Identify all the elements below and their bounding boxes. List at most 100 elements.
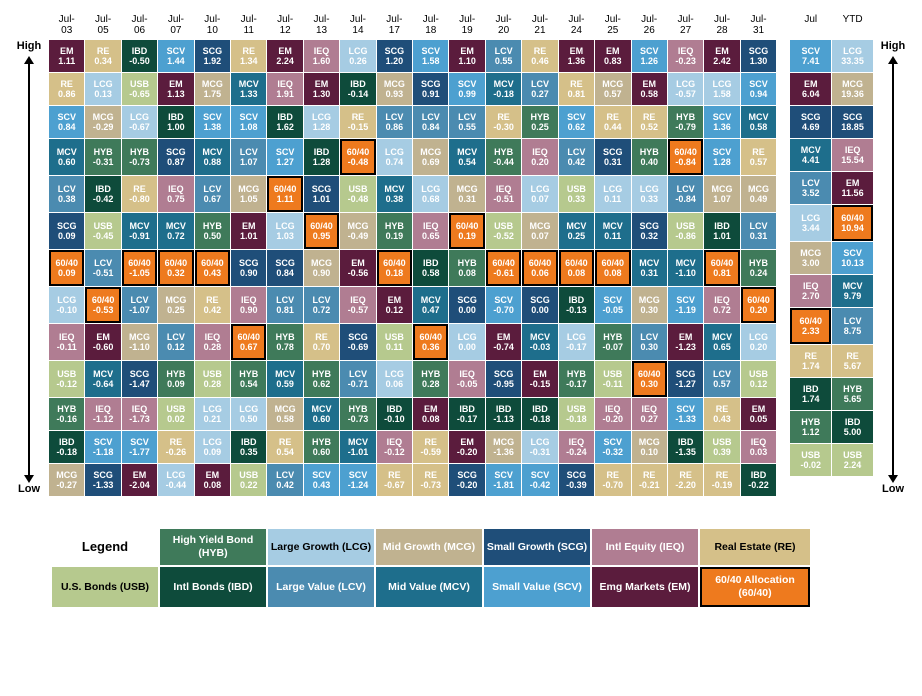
cell-MCV: MCV-1.10 xyxy=(668,250,703,286)
cell-RE: RE-0.19 xyxy=(704,464,739,496)
cell-RE: RE-2.20 xyxy=(668,464,703,496)
cell-MCG: MCG-1.10 xyxy=(122,324,157,360)
cell-EM: EM0.08 xyxy=(195,464,230,496)
cell-USB: USB2.24 xyxy=(832,444,873,476)
cell-MCV: MCV-0.64 xyxy=(85,361,120,397)
cell-MCV: MCV-1.01 xyxy=(340,431,375,463)
cell-MCG: MCG1.75 xyxy=(195,73,230,105)
cell-LCG: LCG-0.57 xyxy=(668,73,703,105)
cell-SCV: SCV0.62 xyxy=(559,106,594,138)
cell-EM: EM1.10 xyxy=(449,40,484,72)
cell-SCV: SCV7.41 xyxy=(790,40,831,72)
cell-IEQ: IEQ0.27 xyxy=(632,398,667,430)
legend-swatch-RE: Real Estate (RE) xyxy=(700,529,810,565)
cell-MCG: MCG0.30 xyxy=(632,287,667,323)
cell-IEQ: IEQ0.72 xyxy=(704,287,739,323)
cell-MCV: MCV-0.18 xyxy=(486,73,521,105)
cell-6040: 60/400.67 xyxy=(231,324,266,360)
cell-EM: EM-1.23 xyxy=(668,324,703,360)
legend-swatch-HYB: High Yield Bond (HYB) xyxy=(160,529,266,565)
legend-swatch-LCG: Large Growth (LCG) xyxy=(268,529,374,565)
cell-LCV: LCV0.42 xyxy=(559,139,594,175)
cell-RE: RE0.43 xyxy=(704,398,739,430)
cell-MCV: MCV0.11 xyxy=(595,213,630,249)
label-low-right: Low xyxy=(874,483,912,495)
cell-IBD: IBD-0.50 xyxy=(122,40,157,72)
cell-MCV: MCV0.38 xyxy=(377,176,412,212)
cell-SCG: SCG-1.27 xyxy=(668,361,703,397)
col-header: Jul-18 xyxy=(413,11,448,39)
cell-EM: EM0.08 xyxy=(413,398,448,430)
cell-RE: RE-0.26 xyxy=(158,431,193,463)
cell-MCG: MCG0.58 xyxy=(267,398,302,430)
cell-HYB: HYB0.60 xyxy=(304,431,339,463)
cell-HYB: HYB5.65 xyxy=(832,378,873,410)
cell-MCG: MCG1.05 xyxy=(231,176,266,212)
cell-MCV: MCV0.65 xyxy=(704,324,739,360)
cell-6040: 60/400.08 xyxy=(559,250,594,286)
cell-LCG: LCG0.74 xyxy=(377,139,412,175)
cell-LCG: LCG3.44 xyxy=(790,205,831,241)
col-header: Jul-14 xyxy=(340,11,375,39)
cell-LCG: LCG0.07 xyxy=(522,176,557,212)
cell-LCG: LCG0.33 xyxy=(632,176,667,212)
cell-HYB: HYB0.19 xyxy=(377,213,412,249)
col-header: Jul-24 xyxy=(559,11,594,39)
cell-SCV: SCV-1.24 xyxy=(340,464,375,496)
cell-LCV: LCV0.31 xyxy=(741,213,777,249)
cell-RE: RE0.46 xyxy=(522,40,557,72)
col-header: Jul-20 xyxy=(486,11,521,39)
cell-USB: USB0.33 xyxy=(559,176,594,212)
legend-swatch-SCG: Small Growth (SCG) xyxy=(484,529,590,565)
cell-EM: EM-0.74 xyxy=(486,324,521,360)
cell-RE: RE-0.70 xyxy=(595,464,630,496)
cell-USB: USB0.11 xyxy=(377,324,412,360)
cell-SCG: SCG0.91 xyxy=(413,73,448,105)
cell-LCG: LCG1.58 xyxy=(704,73,739,105)
cell-IEQ: IEQ0.75 xyxy=(158,176,193,212)
cell-IBD: IBD-0.22 xyxy=(741,464,777,496)
cell-EM: EM1.13 xyxy=(158,73,193,105)
cell-SCV: SCV1.08 xyxy=(231,106,266,138)
cell-IBD: IBD1.01 xyxy=(704,213,739,249)
cell-IBD: IBD-1.35 xyxy=(668,431,703,463)
cell-MCV: MCV9.79 xyxy=(832,275,873,307)
cell-IBD: IBD-0.18 xyxy=(49,431,84,463)
cell-HYB: HYB0.40 xyxy=(632,139,667,175)
cell-LCG: LCG0.50 xyxy=(231,398,266,430)
cell-MCG: MCG0.07 xyxy=(522,213,557,249)
cell-SCG: SCG0.00 xyxy=(449,287,484,323)
cell-USB: USB-0.52 xyxy=(486,213,521,249)
cell-EM: EM11.56 xyxy=(832,172,873,204)
col-header: Jul-28 xyxy=(704,11,739,39)
cell-RE: RE-0.21 xyxy=(632,464,667,496)
col-header: Jul-26 xyxy=(632,11,667,39)
cell-LCV: LCV0.81 xyxy=(267,287,302,323)
cell-IEQ: IEQ-0.51 xyxy=(486,176,521,212)
cell-MCV: MCV0.47 xyxy=(413,287,448,323)
cell-EM: EM-0.20 xyxy=(449,431,484,463)
cell-SCV: SCV1.36 xyxy=(704,106,739,138)
cell-SCV: SCV-1.81 xyxy=(486,464,521,496)
cell-EM: EM0.83 xyxy=(595,40,630,72)
cell-MCV: MCV0.54 xyxy=(449,139,484,175)
cell-EM: EM1.11 xyxy=(49,40,84,72)
legend-swatch-LCV: Large Value (LCV) xyxy=(268,567,374,607)
cell-IEQ: IEQ-0.23 xyxy=(668,40,703,72)
cell-MCG: MCG0.49 xyxy=(741,176,777,212)
cell-SCG: SCG0.84 xyxy=(267,250,302,286)
cell-USB: USB-0.12 xyxy=(49,361,84,397)
cell-IEQ: IEQ0.90 xyxy=(231,287,266,323)
cell-SCG: SCG4.69 xyxy=(790,106,831,138)
cell-LCG: LCG-0.67 xyxy=(122,106,157,138)
cell-6040: 60/401.11 xyxy=(267,176,302,212)
cell-6040: 60/4010.94 xyxy=(832,205,873,241)
col-header: Jul-31 xyxy=(741,11,777,39)
cell-HYB: HYB-0.73 xyxy=(122,139,157,175)
cell-RE: RE0.52 xyxy=(632,106,667,138)
cell-SCG: SCG1.01 xyxy=(304,176,339,212)
cell-MCG: MCG3.00 xyxy=(790,242,831,274)
cell-6040: 60/400.43 xyxy=(195,250,230,286)
cell-SCG: SCG-0.20 xyxy=(449,464,484,496)
cell-MCV: MCV0.59 xyxy=(267,361,302,397)
